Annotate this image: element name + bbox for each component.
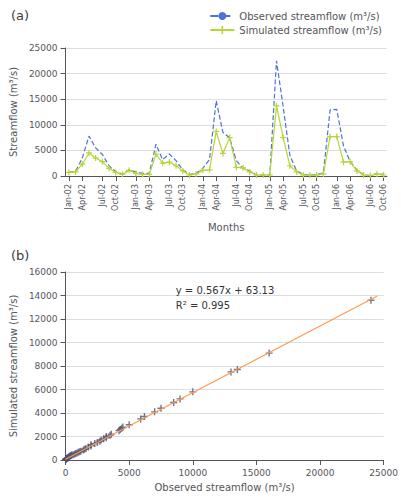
svg-text:Oct-02: Oct-02 xyxy=(111,184,120,211)
svg-text:Streamflow (m³/s): Streamflow (m³/s) xyxy=(8,67,19,157)
svg-text:25000: 25000 xyxy=(29,43,58,53)
svg-text:Jan-03: Jan-03 xyxy=(131,184,140,210)
svg-text:Apr-06: Apr-06 xyxy=(346,184,355,210)
svg-text:Simulated streamflow (m³/s): Simulated streamflow (m³/s) xyxy=(239,25,382,36)
svg-text:Jan-04: Jan-04 xyxy=(198,184,207,210)
svg-text:Months: Months xyxy=(208,222,245,233)
svg-text:Simulated streamflow (m³/s): Simulated streamflow (m³/s) xyxy=(8,295,19,438)
svg-text:(a): (a) xyxy=(11,8,29,23)
svg-text:14000: 14000 xyxy=(29,291,58,301)
svg-text:y = 0.567x + 63.13: y = 0.567x + 63.13 xyxy=(176,285,275,296)
svg-text:4000: 4000 xyxy=(35,408,58,418)
svg-text:15000: 15000 xyxy=(29,94,58,104)
svg-text:R² = 0.995: R² = 0.995 xyxy=(176,300,230,311)
svg-text:10000: 10000 xyxy=(29,338,58,348)
svg-text:0: 0 xyxy=(52,171,58,181)
svg-text:10000: 10000 xyxy=(29,120,58,130)
svg-text:Observed streamflow (m³/s): Observed streamflow (m³/s) xyxy=(154,482,294,493)
svg-text:Jul-02: Jul-02 xyxy=(98,184,107,208)
svg-text:Apr-02: Apr-02 xyxy=(78,184,87,210)
svg-text:Jan-05: Jan-05 xyxy=(265,184,274,210)
svg-text:Apr-04: Apr-04 xyxy=(212,184,221,210)
svg-text:6000: 6000 xyxy=(35,385,58,395)
svg-text:Oct-06: Oct-06 xyxy=(379,184,388,211)
svg-text:Jul-04: Jul-04 xyxy=(232,184,241,208)
svg-text:20000: 20000 xyxy=(306,468,335,478)
svg-text:Apr-03: Apr-03 xyxy=(145,184,154,210)
svg-text:15000: 15000 xyxy=(242,468,271,478)
svg-text:Jul-05: Jul-05 xyxy=(299,184,308,208)
svg-text:0: 0 xyxy=(63,468,69,478)
svg-text:Apr-05: Apr-05 xyxy=(279,184,288,210)
svg-text:10000: 10000 xyxy=(178,468,207,478)
svg-text:2000: 2000 xyxy=(35,432,58,442)
svg-text:8000: 8000 xyxy=(35,361,58,371)
svg-text:Jan-02: Jan-02 xyxy=(64,184,73,210)
svg-text:Oct-04: Oct-04 xyxy=(245,184,254,211)
svg-text:12000: 12000 xyxy=(29,314,58,324)
svg-text:16000: 16000 xyxy=(29,267,58,277)
svg-text:(b): (b) xyxy=(11,248,29,263)
svg-text:5000: 5000 xyxy=(35,145,58,155)
svg-text:20000: 20000 xyxy=(29,69,58,79)
svg-text:Jul-03: Jul-03 xyxy=(165,184,174,208)
svg-text:25000: 25000 xyxy=(369,468,398,478)
svg-text:Observed streamflow (m³/s): Observed streamflow (m³/s) xyxy=(239,11,379,22)
svg-text:5000: 5000 xyxy=(118,468,141,478)
svg-text:Jan-06: Jan-06 xyxy=(332,184,341,210)
svg-text:Oct-03: Oct-03 xyxy=(178,184,187,211)
svg-text:Oct-05: Oct-05 xyxy=(312,184,321,211)
svg-text:Jul-06: Jul-06 xyxy=(366,184,375,208)
svg-text:0: 0 xyxy=(52,455,58,465)
